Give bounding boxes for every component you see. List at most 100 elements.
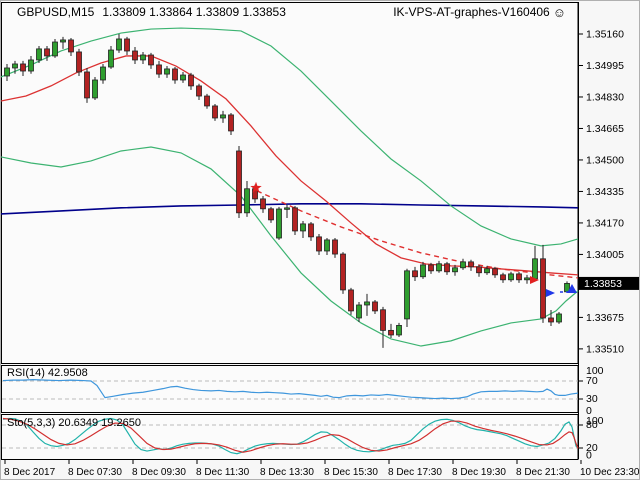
- rsi-level-label: 0: [586, 405, 592, 417]
- candle-bearish: [412, 270, 418, 278]
- price-tick-label: 1.33675: [586, 312, 624, 324]
- smiley-icon: ☺: [552, 4, 566, 20]
- chart-title: GBPUSD,M15 1.33809 1.33864 1.33809 1.3385…: [17, 5, 286, 19]
- candle-bearish: [212, 105, 218, 119]
- candle-bearish: [132, 50, 138, 61]
- candle-bearish: [156, 64, 162, 75]
- rsi-label: RSI(14) 42.9508: [7, 367, 88, 379]
- candle-bearish: [548, 317, 554, 323]
- candle-bearish: [20, 63, 26, 72]
- candle-bearish: [76, 51, 82, 73]
- time-tick-label: 8 Dec 17:30: [388, 467, 442, 478]
- candle-bullish: [108, 49, 114, 68]
- candle-bearish: [516, 273, 522, 281]
- candle-bearish: [540, 258, 546, 319]
- current-price-tag: [579, 276, 639, 290]
- candle-bearish: [332, 239, 338, 255]
- rsi-panel-frame: [1, 365, 579, 413]
- candle-bearish: [196, 85, 202, 97]
- price-tick-label: 1.34500: [586, 154, 624, 166]
- candle-bearish: [444, 263, 450, 273]
- time-tick-label: 8 Dec 19:30: [452, 467, 506, 478]
- candle-bullish: [100, 66, 106, 81]
- candle-bearish: [260, 198, 266, 210]
- ohlc-values: 1.33809 1.33864 1.33809 1.33853: [102, 5, 286, 19]
- time-tick-label: 8 Dec 07:30: [68, 467, 122, 478]
- price-tick-label: 1.34995: [586, 60, 624, 72]
- candle-bullish: [532, 258, 538, 280]
- sto-level-label: 100: [586, 415, 604, 427]
- ma200-navy-line: [1, 203, 579, 215]
- candle-bearish: [500, 274, 506, 281]
- main-frame: [1, 2, 579, 364]
- price-tick-label: 1.34170: [586, 217, 624, 229]
- candle-bearish: [204, 95, 210, 107]
- candle-bearish: [308, 223, 314, 238]
- candle-bullish: [356, 304, 362, 319]
- candle-bullish: [4, 67, 10, 77]
- candle-bearish: [316, 236, 322, 252]
- sto-level-label: 80: [586, 419, 598, 431]
- candle-bullish: [28, 59, 34, 72]
- time-tick-label: 8 Dec 21:30: [516, 467, 570, 478]
- candle-bullish: [436, 263, 442, 272]
- candle-bullish: [116, 38, 122, 51]
- time-tick-label: 8 Dec 09:30: [132, 467, 186, 478]
- price-tick-label: 1.34665: [586, 123, 624, 135]
- candle-bullish: [92, 79, 98, 99]
- candle-bullish: [12, 63, 18, 69]
- candle-bullish: [404, 270, 410, 320]
- price-tick-label: 1.33510: [586, 343, 624, 355]
- candle-bearish: [340, 253, 346, 291]
- brand-text: IK-VPS-AT-graphes-V160406: [393, 5, 550, 19]
- candle-bearish: [388, 329, 394, 336]
- candle-bullish: [524, 277, 530, 281]
- price-tick-label: 1.35160: [586, 29, 624, 41]
- arrow-up-marker: [567, 283, 577, 293]
- sto-level-label: 0: [586, 450, 592, 462]
- candle-bearish: [236, 150, 242, 214]
- price-tick-label: 1.34005: [586, 249, 624, 261]
- rsi-line: [2, 379, 579, 400]
- bollinger-upper-line: [1, 27, 579, 247]
- candle-bullish: [60, 39, 66, 43]
- rsi-level-label: 70: [586, 375, 598, 387]
- candle-bullish: [244, 188, 250, 214]
- candle-bearish: [188, 74, 194, 87]
- stochastic-k-line: [2, 417, 579, 455]
- current-price-text: 1.33853: [584, 278, 622, 290]
- candle-bearish: [44, 48, 50, 57]
- candle-bullish: [300, 223, 306, 232]
- candle-bearish: [468, 261, 474, 268]
- time-tick-label: 8 Dec 15:30: [324, 467, 378, 478]
- rsi-level-label: 30: [586, 393, 598, 405]
- price-tick-label: 1.34830: [586, 91, 624, 103]
- stochastic-d-line: [2, 417, 579, 453]
- candle-bearish: [380, 309, 386, 331]
- arrow-right-marker: [530, 275, 539, 284]
- time-tick-label: 8 Dec 11:30: [196, 467, 250, 478]
- candle-bullish: [52, 41, 58, 57]
- trendline-dashed: [256, 190, 579, 279]
- candle-bearish: [148, 54, 154, 66]
- candle-bullish: [420, 264, 426, 278]
- candle-bearish: [228, 114, 234, 132]
- candle-bullish: [284, 207, 290, 210]
- price-tick-label: 1.34335: [586, 186, 624, 198]
- candle-bullish: [556, 313, 562, 323]
- candle-bearish: [68, 39, 74, 53]
- time-tick-label: 10 Dec 23:30: [580, 467, 640, 478]
- candle-bullish: [396, 325, 402, 336]
- arrow-right-marker: [546, 288, 555, 297]
- candle-bearish: [172, 68, 178, 81]
- symbol-period-label: GBPUSD,M15: [17, 5, 95, 19]
- candle-bullish: [276, 208, 282, 239]
- candle-bearish: [292, 207, 298, 232]
- time-tick-label: 8 Dec 2017: [4, 467, 56, 478]
- candle-bullish: [460, 261, 466, 269]
- candle-bullish: [324, 239, 330, 252]
- candle-bearish: [476, 266, 482, 274]
- candle-bullish: [364, 301, 370, 306]
